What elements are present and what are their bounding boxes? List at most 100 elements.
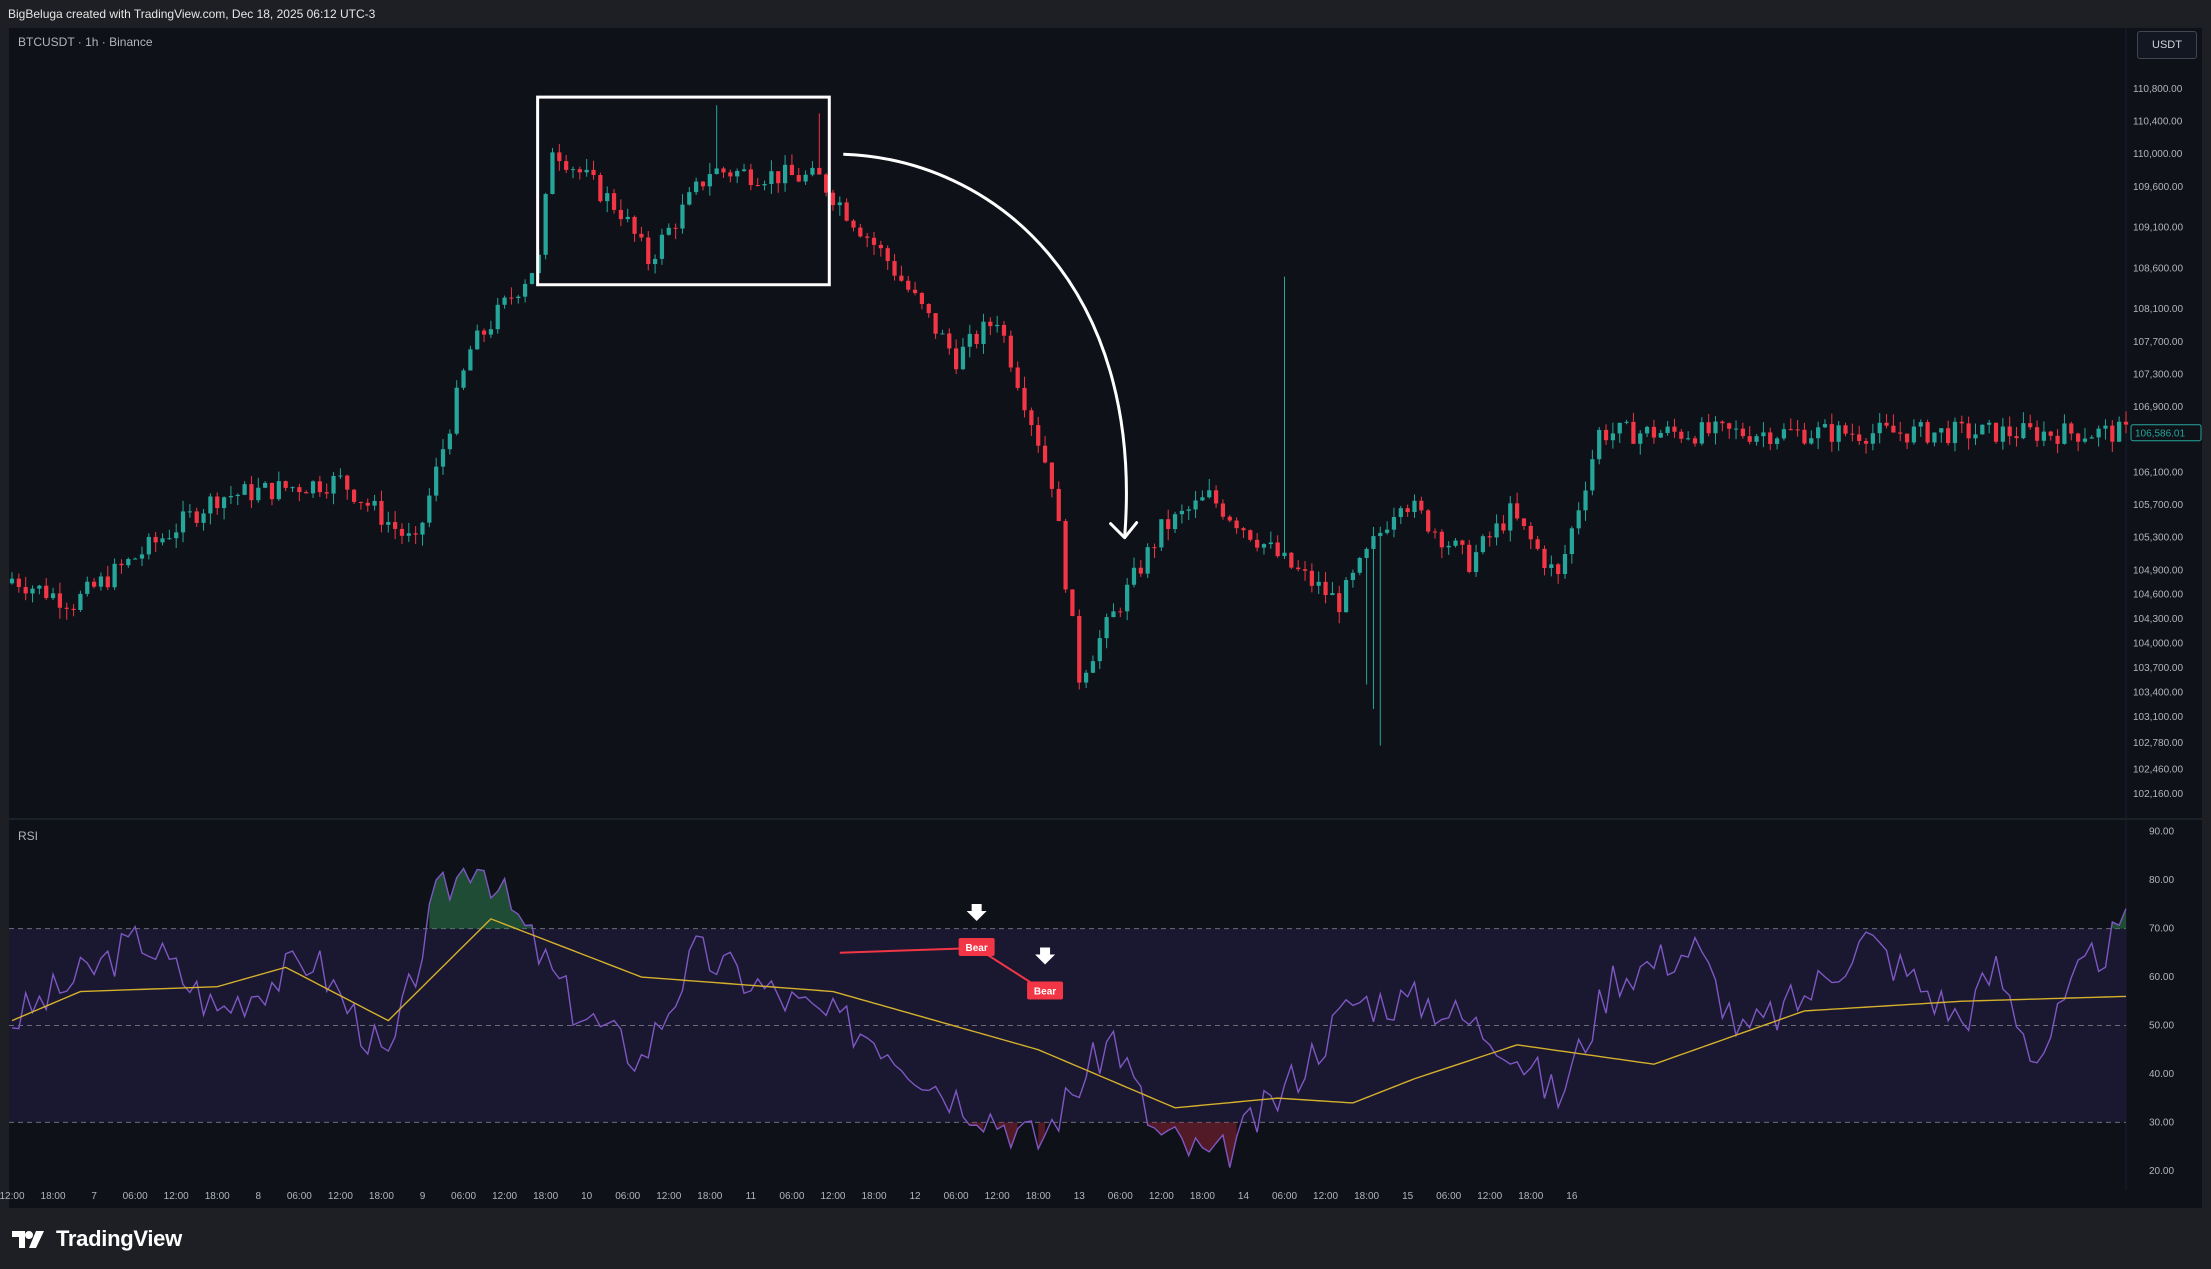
candle-body [167, 538, 172, 540]
candle-body [37, 585, 42, 589]
candle-body [1337, 593, 1342, 613]
price-axis-tick-label: 104,600.00 [2133, 590, 2183, 601]
candle-body [1542, 548, 1547, 568]
candle-body [1467, 544, 1472, 572]
candle-body [1686, 438, 1691, 440]
candle-body [1001, 324, 1007, 336]
bear-signal-badge [958, 937, 995, 956]
candle-body [748, 169, 753, 186]
candle-body [310, 481, 316, 494]
candle-body [728, 172, 733, 177]
candle-body [639, 233, 644, 238]
bear-signal-label: Bear [966, 943, 988, 954]
candle-body [2096, 428, 2101, 438]
candle-body [1870, 433, 1875, 444]
candle-body [1720, 421, 1725, 424]
price-axis-tick-label: 107,700.00 [2133, 337, 2183, 348]
candle-body [2082, 438, 2088, 442]
candle-body [91, 581, 97, 587]
candle-body [1419, 500, 1424, 511]
candle-body [1077, 615, 1082, 683]
time-axis-tick-label: 13 [1074, 1191, 1086, 1202]
rsi-axis-tick-label: 20.00 [2149, 1166, 2174, 1177]
candle-body [1275, 542, 1280, 557]
candle-body [947, 333, 952, 349]
candle-body [611, 193, 617, 210]
candle-body [1501, 523, 1506, 531]
candle-body [796, 175, 801, 182]
candle-body [1644, 426, 1650, 434]
candle-body [1439, 531, 1444, 548]
candle-body [1843, 425, 1848, 434]
candle-body [297, 487, 302, 493]
candle-body [1487, 536, 1492, 538]
candle-body [1022, 387, 1027, 411]
candle-body [1186, 509, 1191, 511]
candle-body [1056, 488, 1061, 522]
candle-body [1583, 490, 1588, 511]
candle-body [516, 296, 521, 299]
candle-body [2007, 426, 2012, 437]
tradingview-logo[interactable]: TradingView [12, 1226, 182, 1252]
candle-body [1904, 433, 1910, 443]
candle-body [837, 202, 842, 206]
bear-divergence-line [839, 946, 977, 954]
currency-button[interactable]: USDT [2137, 31, 2197, 59]
candle-body [632, 216, 637, 234]
candle-body [1371, 536, 1376, 549]
candle-body [1316, 581, 1321, 586]
last-price-label-box [2130, 424, 2202, 442]
candle-body [673, 227, 678, 229]
candle-body [2110, 425, 2115, 442]
candle-body [2041, 431, 2047, 441]
candle-body [1672, 426, 1677, 432]
candle-body [960, 346, 966, 370]
candle-body [940, 333, 945, 335]
candle-body [331, 475, 336, 494]
candle-body [1884, 422, 1889, 426]
rsi-pane-title[interactable]: RSI [18, 829, 39, 843]
candle-body [659, 234, 665, 259]
candle-body [1118, 611, 1123, 613]
candle-body [2103, 425, 2108, 429]
symbol-legend[interactable]: BTCUSDT · 1h · Binance [18, 35, 153, 49]
credit-text: BigBeluga created with TradingView.com, … [8, 7, 376, 21]
candle-body [803, 174, 808, 182]
candle-body [1610, 433, 1616, 441]
candle-body [1385, 529, 1390, 533]
price-axis-tick-label: 104,300.00 [2133, 614, 2183, 625]
time-axis-tick-label: 15 [1402, 1191, 1414, 1202]
candle-body [1213, 490, 1219, 504]
candle-body [1679, 431, 1684, 439]
time-axis-tick-label: 7 [91, 1191, 97, 1202]
candle-body [1993, 422, 1999, 442]
candle-body [1952, 421, 1958, 444]
time-axis-tick-label: 06:00 [944, 1191, 969, 1202]
candle-body [276, 481, 281, 500]
candle-body [557, 152, 562, 162]
candle-body [954, 348, 959, 370]
candle-body [570, 169, 576, 171]
candle-body [201, 513, 206, 523]
candle-body [1774, 438, 1780, 444]
candle-body [1521, 518, 1527, 526]
time-axis-tick-label: 12:00 [164, 1191, 189, 1202]
candle-body [1090, 661, 1096, 673]
candle-body [694, 181, 699, 193]
time-axis-tick-label: 12:00 [1149, 1191, 1174, 1202]
candle-body [1733, 428, 1739, 430]
candle-body [1877, 422, 1882, 434]
candle-body [324, 492, 329, 494]
candle-body [160, 538, 165, 543]
time-axis-tick-label: 12:00 [0, 1191, 25, 1202]
candle-body [584, 169, 589, 173]
candle-body [1200, 497, 1205, 501]
candle-body [126, 559, 131, 566]
candle-body [1768, 432, 1773, 444]
time-axis-tick-label: 18:00 [697, 1191, 722, 1202]
candle-body [78, 593, 83, 610]
candle-body [1651, 426, 1657, 438]
candle-body [1097, 638, 1102, 662]
time-axis-tick-label: 18:00 [1518, 1191, 1543, 1202]
